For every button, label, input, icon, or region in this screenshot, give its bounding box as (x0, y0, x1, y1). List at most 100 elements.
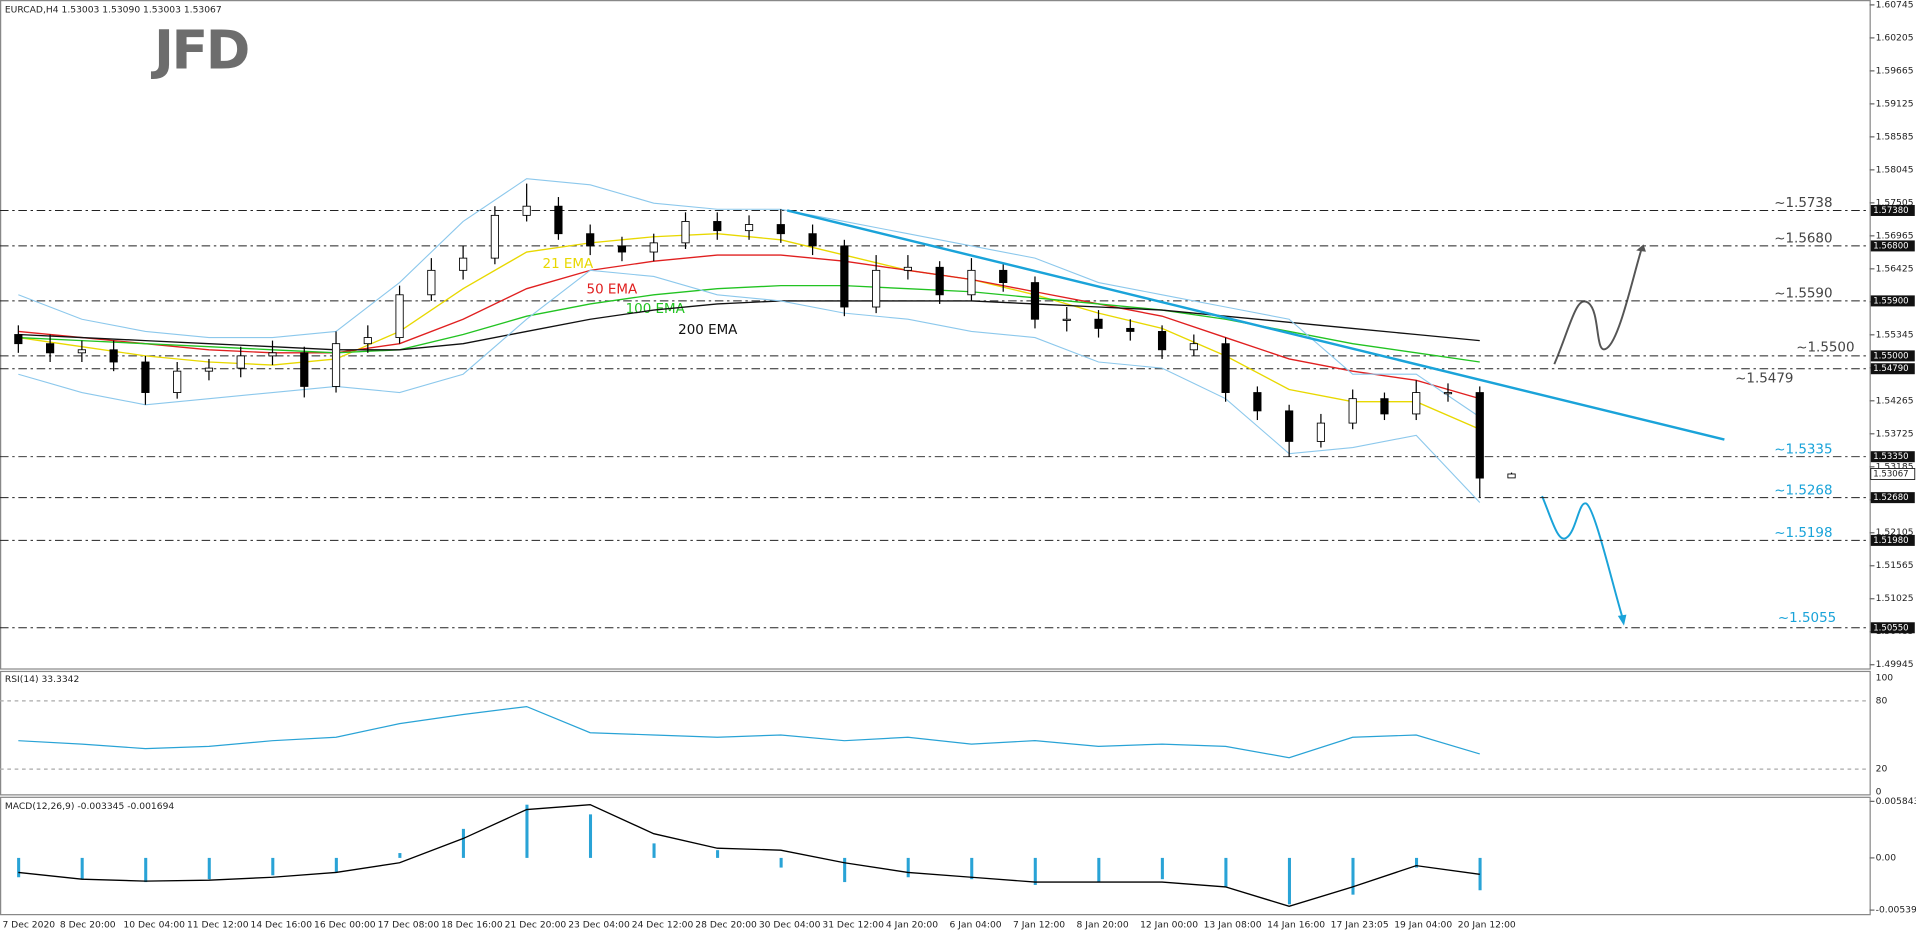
x-tick-label: 13 Jan 08:00 (1204, 920, 1262, 931)
y-tick-label: 80 (1876, 695, 1888, 706)
candle-body (967, 269, 976, 296)
candle-body (109, 349, 118, 363)
level-label: ~1.5590 (1774, 287, 1832, 302)
axis-box-label: 1.53350 (1873, 452, 1908, 462)
candle-body (204, 367, 214, 372)
signal-line (18, 804, 1480, 907)
y-tick-label: 1.60205 (1876, 32, 1914, 43)
macd-bar (1351, 857, 1355, 895)
x-tick-label: 20 Jan 12:00 (1458, 920, 1516, 931)
axis-box (1870, 534, 1915, 546)
y-tick-label: 100 (1876, 673, 1894, 684)
header: EURCAD,H4 1.53003 1.53090 1.53003 1.5306… (5, 4, 222, 15)
axis-box (1870, 622, 1915, 634)
candle-body (77, 349, 86, 354)
candle-body (1380, 398, 1389, 415)
macd-bar (1097, 857, 1101, 883)
candle-body (490, 214, 499, 259)
y-tick-label: 1.59125 (1876, 98, 1914, 109)
y-tick-label: 20 (1876, 764, 1888, 775)
axis-box-label: 1.55000 (1873, 351, 1908, 361)
y-tick-label: 1.59665 (1876, 65, 1914, 76)
x-tick-label: 8 Jan 20:00 (1077, 920, 1129, 931)
rsi-line (18, 705, 1480, 759)
x-tick-label: 7 Dec 2020 (2, 920, 55, 931)
level-label: ~1.5500 (1796, 340, 1854, 355)
trendline (786, 209, 1725, 441)
level-label: ~1.5268 (1774, 483, 1832, 498)
level-label: ~1.5738 (1774, 196, 1832, 211)
macd-bar (1415, 857, 1419, 868)
macd-bar (1287, 857, 1291, 905)
candle-body (395, 294, 404, 338)
overlay-line (18, 300, 1480, 351)
level-label: ~1.5198 (1774, 526, 1832, 541)
candle-body (236, 355, 245, 369)
candle-body (14, 334, 23, 345)
axis-box-label: 1.56800 (1873, 241, 1908, 251)
macd-bar (525, 804, 529, 858)
overlay-line (18, 178, 1481, 418)
scenario-arrow-down (1541, 495, 1624, 619)
candle-body (744, 224, 754, 232)
x-tick-label: 19 Jan 04:00 (1394, 920, 1452, 931)
y-tick-label: 1.57505 (1876, 197, 1914, 208)
macd-bar (398, 853, 402, 858)
macd-title: MACD(12,26,9) -0.003345 -0.001694 (5, 801, 175, 812)
arrowhead (1617, 614, 1627, 626)
candle-body (1030, 282, 1040, 320)
macd-bar (843, 857, 847, 883)
rsi-title: RSI(14) 33.3342 (5, 674, 79, 685)
overlay-label: 50 EMA (587, 283, 638, 298)
candle-body (935, 266, 944, 296)
y-tick-label: 1.51025 (1876, 593, 1914, 604)
macd-bar (1033, 857, 1037, 885)
overlay-label: 21 EMA (543, 257, 594, 272)
x-tick-label: 11 Dec 12:00 (187, 920, 249, 931)
axis-box (1870, 492, 1915, 504)
macd-bar (1478, 857, 1482, 891)
macd-bar (461, 828, 465, 858)
y-tick-label: 0.005843 (1876, 796, 1916, 807)
y-tick-label: -0.005396 (1876, 905, 1916, 916)
macd-bar (716, 850, 720, 858)
x-tick-label: 16 Dec 00:00 (314, 920, 376, 931)
y-tick-label: 1.53185 (1876, 461, 1914, 472)
candle-body (141, 361, 150, 393)
candle-body (173, 370, 182, 393)
axis-box (1870, 204, 1915, 216)
macd-bar (588, 814, 593, 858)
axis-box-label: 1.52680 (1873, 493, 1908, 503)
axis-box (1870, 350, 1915, 362)
x-tick-label: 14 Dec 16:00 (251, 920, 313, 931)
x-tick-label: 24 Dec 12:00 (632, 920, 694, 931)
candle-body (1062, 318, 1071, 321)
axis-box-label: 1.54790 (1873, 364, 1908, 374)
level-label: ~1.5680 (1774, 232, 1832, 247)
overlay-label: 200 EMA (678, 323, 738, 338)
x-tick-label: 17 Dec 08:00 (378, 920, 440, 931)
y-tick-label: 1.54265 (1876, 395, 1914, 406)
last-price-label: 1.53067 (1873, 469, 1908, 479)
last-price-box (1870, 468, 1916, 480)
axis-box-label: 1.57380 (1873, 206, 1908, 216)
macd-bar (17, 857, 21, 878)
macd-bar (652, 843, 656, 858)
axis-box-label: 1.51980 (1873, 536, 1908, 546)
overlay-line (18, 269, 1481, 503)
overlay-line (18, 254, 1480, 400)
x-tick-label: 14 Jan 16:00 (1267, 920, 1325, 931)
macd-bar (80, 857, 84, 880)
x-tick-label: 18 Dec 16:00 (441, 920, 503, 931)
candle-body (1316, 422, 1326, 442)
macd-bar (779, 857, 783, 868)
candle-body (268, 352, 277, 357)
candle-body (776, 224, 785, 235)
x-tick-label: 6 Jan 04:00 (949, 920, 1001, 931)
x-tick-label: 21 Dec 20:00 (505, 920, 567, 931)
macd-bar (1224, 857, 1228, 887)
macd-bar (1160, 857, 1164, 880)
candle-body (586, 233, 595, 247)
axis-box (1870, 363, 1915, 375)
